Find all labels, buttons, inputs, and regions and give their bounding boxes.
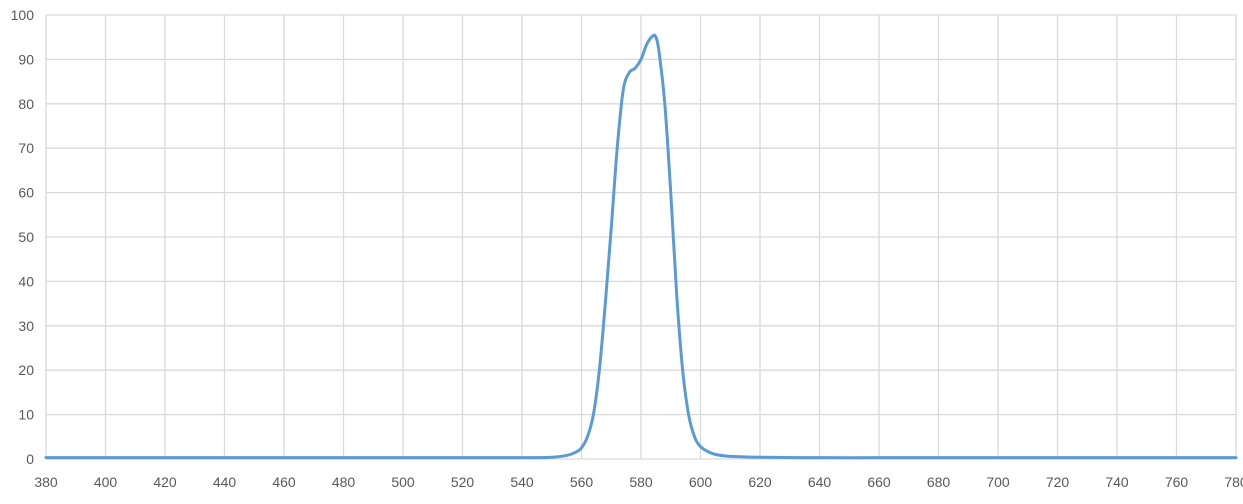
x-tick-label: 760	[1165, 474, 1189, 490]
x-tick-label: 400	[94, 474, 118, 490]
y-tick-label: 90	[18, 51, 34, 67]
x-tick-label: 620	[748, 474, 772, 490]
x-tick-label: 460	[272, 474, 296, 490]
x-tick-label: 660	[867, 474, 891, 490]
x-tick-label: 480	[332, 474, 356, 490]
series-layer	[44, 33, 1238, 460]
x-tick-label: 520	[451, 474, 475, 490]
x-tick-label: 720	[1046, 474, 1070, 490]
x-tick-label: 440	[213, 474, 237, 490]
y-tick-label: 70	[18, 140, 34, 156]
x-tick-label: 780	[1224, 474, 1243, 490]
y-axis-tick-labels: 0 10 20 30 40 50 60 70 80 90 100	[11, 7, 35, 467]
x-tick-label: 540	[510, 474, 534, 490]
x-tick-label: 640	[808, 474, 832, 490]
series-line	[44, 33, 1238, 460]
y-tick-label: 20	[18, 362, 34, 378]
x-tick-label: 500	[391, 474, 415, 490]
x-tick-label: 700	[986, 474, 1010, 490]
x-tick-label: 420	[153, 474, 177, 490]
x-tick-label: 580	[629, 474, 653, 490]
gridlines	[45, 14, 1237, 460]
x-tick-label: 600	[689, 474, 713, 490]
x-tick-label: 680	[927, 474, 951, 490]
y-tick-label: 60	[18, 185, 34, 201]
y-tick-label: 50	[18, 229, 34, 245]
y-tick-label: 0	[26, 451, 34, 467]
y-tick-label: 30	[18, 318, 34, 334]
y-tick-label: 10	[18, 407, 34, 423]
x-tick-label: 740	[1105, 474, 1129, 490]
x-tick-label: 560	[570, 474, 594, 490]
x-tick-label: 380	[34, 474, 58, 490]
y-tick-label: 80	[18, 96, 34, 112]
x-axis-tick-labels: 380 400 420 440 460 480 500 520 540 560 580 600 620 6…	[34, 474, 1243, 490]
y-tick-label: 100	[11, 7, 35, 23]
y-tick-label: 40	[18, 273, 34, 289]
